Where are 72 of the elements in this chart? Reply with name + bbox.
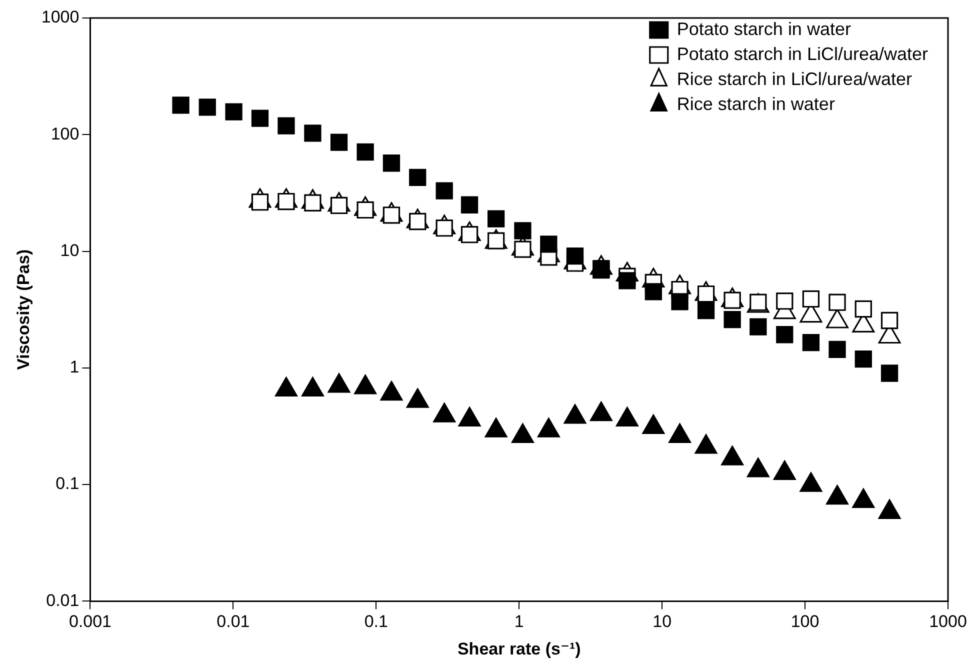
point [251, 110, 269, 127]
point [540, 236, 558, 253]
y-tick-label: 10 [60, 240, 80, 260]
point [800, 472, 822, 492]
point [852, 488, 875, 508]
point [382, 154, 400, 172]
point [356, 143, 374, 161]
y-tick-label: 0.01 [46, 590, 80, 610]
point [512, 423, 534, 443]
point [566, 247, 584, 265]
point [328, 373, 350, 393]
x-tick-label: 0.001 [68, 612, 112, 632]
point [172, 96, 190, 114]
point [724, 310, 741, 328]
point [802, 334, 820, 352]
legend-label: Rice starch in water [676, 94, 835, 114]
point [618, 272, 636, 290]
point [878, 499, 901, 519]
point [802, 290, 820, 308]
point [487, 210, 505, 228]
point [406, 388, 429, 408]
point [225, 103, 242, 120]
point [302, 376, 324, 397]
point [721, 446, 744, 466]
legend-label: Potato starch in water [676, 18, 851, 39]
y-tick-label: 1000 [41, 8, 80, 27]
point [776, 292, 794, 310]
point [590, 402, 612, 422]
x-tick-label: 100 [790, 612, 820, 632]
point [697, 302, 715, 320]
point [275, 376, 298, 397]
point [304, 124, 322, 142]
point [537, 418, 560, 438]
point [278, 117, 295, 134]
point [380, 380, 403, 401]
point [514, 222, 532, 240]
point [854, 300, 872, 318]
point [354, 374, 377, 394]
x-tick-label: 1 [514, 612, 524, 632]
point [773, 460, 796, 480]
legend-label: Rice starch in LiCl/urea/water [676, 68, 912, 89]
x-tick-label: 0.01 [216, 612, 250, 632]
x-tick-label: 1000 [929, 612, 967, 632]
y-axis-title: Viscosity (Pas) [14, 249, 33, 370]
point [433, 402, 456, 422]
point [330, 134, 348, 151]
y-tick-label: 0.1 [56, 474, 80, 494]
y-tick-label: 1 [70, 358, 80, 377]
point [826, 485, 848, 505]
y-tick-label: 100 [50, 124, 80, 144]
point [436, 182, 453, 200]
point [750, 318, 767, 336]
x-tick-label: 10 [652, 612, 672, 632]
point [642, 414, 665, 434]
point [828, 294, 846, 311]
x-axis-title: Shear rate (s⁻¹) [457, 639, 581, 658]
point [484, 418, 508, 438]
point [198, 98, 216, 116]
legend-label: Potato starch in LiCl/urea/water [676, 44, 928, 64]
point [409, 168, 426, 186]
point [514, 240, 532, 258]
point [644, 283, 662, 300]
point [668, 423, 691, 443]
point [616, 406, 638, 426]
point [694, 434, 718, 454]
x-tick-label: 0.1 [364, 612, 388, 632]
point [880, 312, 898, 330]
point [458, 406, 481, 426]
point [746, 458, 770, 478]
point [460, 196, 478, 214]
point [564, 404, 586, 424]
point [671, 293, 688, 310]
